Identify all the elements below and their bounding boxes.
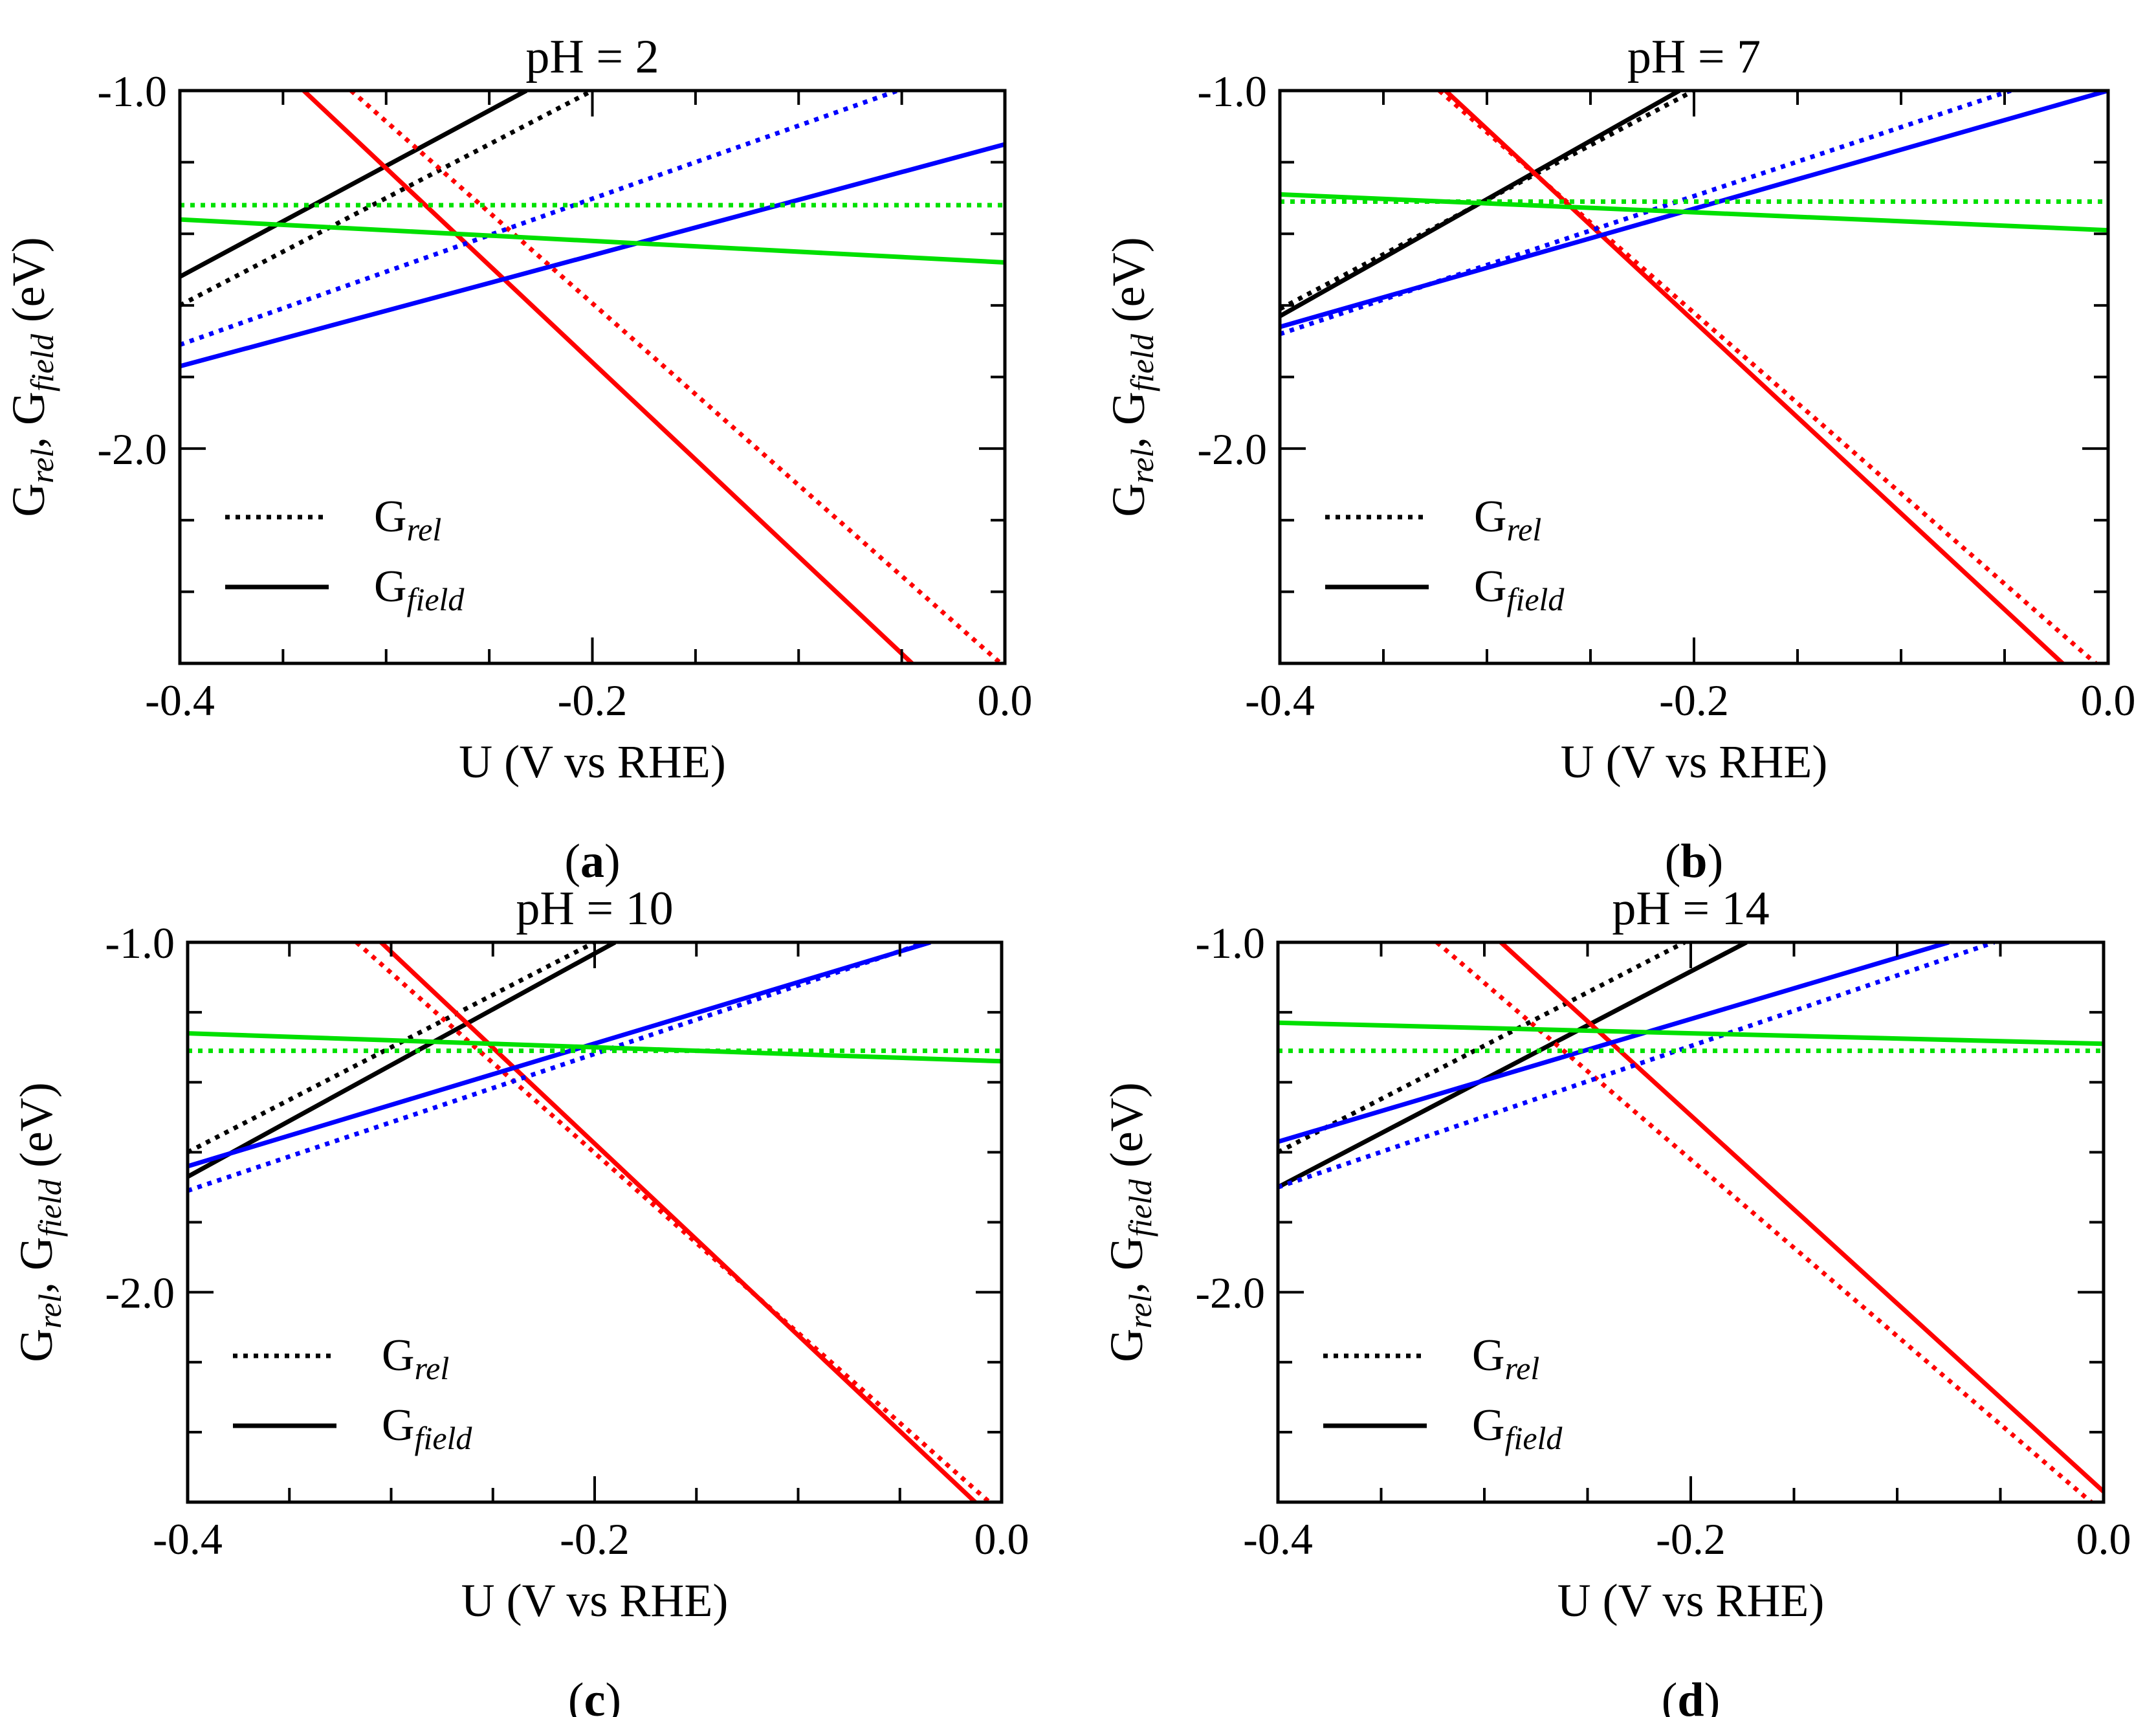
legend-label-field: Gfield [1474,562,1565,617]
legend: Grel Gfield [233,1331,472,1456]
x-axis-label: U (V vs RHE) [459,736,726,788]
series-line-solid-5 [180,142,1005,369]
x-tick-label: -0.4 [145,676,215,725]
plot-frame [186,940,1004,1504]
series-line-dotted-2 [1435,942,2093,1502]
series-line-dotted-4 [1278,942,1996,1190]
series-line-dotted-0 [1278,942,1686,1155]
chart-panel-a: pH = 2 -0.4 -0.2 0.0 -1.0 -2.0 U (V vs RHE) Gre… [3,30,1033,888]
series-line-solid-7 [1280,192,2108,233]
series-line-solid-3 [1499,942,2104,1494]
series-group [188,942,1002,1502]
x-tick-label: 0.0 [978,676,1033,725]
y-tick-label: -1.0 [1197,67,1267,116]
y-tick-label: -2.0 [1197,425,1267,474]
y-ticks: -1.0 -2.0 [1195,918,2104,1503]
x-axis-label: U (V vs RHE) [1557,1575,1825,1626]
panel-label: (a) [564,835,620,888]
legend: Grel Gfield [1323,1331,1563,1456]
series-group [180,91,1005,663]
x-tick-label: -0.2 [1659,676,1729,725]
legend-label-rel: Grel [1474,492,1541,548]
x-tick-label: -0.2 [558,676,628,725]
series-line-solid-1 [180,91,528,279]
series-line-dotted-4 [188,942,927,1193]
legend-label-field: Gfield [382,1401,472,1456]
panel-label: (c) [568,1674,621,1717]
x-tick-label: -0.4 [1243,1514,1313,1564]
series-line-dotted-0 [188,942,596,1155]
y-axis-label: Grel, Gfield (eV) [1101,1082,1158,1362]
x-axis-label: U (V vs RHE) [461,1575,729,1626]
y-tick-label: -2.0 [1195,1268,1265,1318]
series-line-dotted-2 [355,942,991,1502]
legend-label-field: Gfield [1472,1401,1563,1456]
plot-frame [1278,89,2110,665]
y-axis-label: Grel, Gfield (eV) [1103,237,1160,516]
series-line-solid-7 [180,217,1005,265]
y-tick-label: -1.0 [105,918,175,968]
series-line-solid-5 [188,942,931,1169]
legend-label-field: Gfield [374,562,465,617]
x-tick-label: -0.4 [153,1514,223,1564]
chart-panel-d: pH = 14 -0.4 -0.2 0.0 -1.0 -2.0 U (V vs RHE) Gr… [1101,882,2131,1717]
x-tick-label: -0.2 [1656,1514,1726,1564]
x-tick-label: 0.0 [974,1514,1029,1564]
x-ticks: -0.4 -0.2 0.0 [145,91,1033,725]
legend: Grel Gfield [1325,492,1565,617]
legend: Grel Gfield [225,492,465,617]
series-line-solid-3 [379,942,977,1502]
series-line-dotted-4 [180,91,899,347]
series-line-solid-7 [188,1031,1002,1064]
y-tick-label: -1.0 [97,67,167,116]
y-ticks: -1.0 -2.0 [1197,67,2108,665]
series-line-dotted-0 [180,91,594,308]
x-ticks: -0.4 -0.2 0.0 [1245,91,2136,725]
series-line-solid-7 [1278,1020,2104,1047]
chart-panel-b: pH = 7 -0.4 -0.2 0.0 -1.0 -2.0 U (V vs RHE) Gre… [1103,30,2136,888]
x-axis-label: U (V vs RHE) [1561,736,1828,788]
legend-label-rel: Grel [382,1331,449,1386]
chart-panel-c: pH = 10 -0.4 -0.2 0.0 -1.0 -2.0 U (V vs RHE) Gr… [10,882,1029,1717]
chart-title: pH = 2 [525,30,659,83]
x-tick-label: 0.0 [2076,1514,2131,1564]
series-line-solid-3 [1444,91,2064,663]
y-ticks: -1.0 -2.0 [105,918,1002,1503]
series-line-solid-1 [188,942,617,1179]
y-tick-label: -1.0 [1195,918,1265,968]
series-line-solid-5 [1280,91,2108,329]
series-group [1280,91,2108,663]
chart-title: pH = 10 [516,882,673,935]
x-ticks: -0.4 -0.2 0.0 [153,942,1029,1564]
panel-label: (b) [1665,835,1723,888]
x-tick-label: -0.4 [1245,676,1315,725]
y-axis-label: Grel, Gfield (eV) [10,1082,68,1362]
x-ticks: -0.4 -0.2 0.0 [1243,942,2131,1564]
series-group [1278,942,2104,1502]
legend-label-rel: Grel [1472,1331,1539,1386]
series-line-dotted-2 [349,91,1002,663]
chart-title: pH = 7 [1627,30,1761,83]
y-ticks: -1.0 -2.0 [97,67,1005,665]
legend-label-rel: Grel [374,492,441,548]
x-tick-label: 0.0 [2081,676,2136,725]
chart-title: pH = 14 [1612,882,1769,935]
y-axis-label: Grel, Gfield (eV) [3,237,60,516]
y-tick-label: -2.0 [97,425,167,474]
series-line-solid-5 [1278,942,1950,1144]
panel-label: (d) [1662,1674,1720,1717]
x-tick-label: -0.2 [560,1514,630,1564]
series-line-solid-3 [302,91,914,663]
y-tick-label: -2.0 [105,1268,175,1318]
series-line-solid-1 [1278,942,1748,1190]
